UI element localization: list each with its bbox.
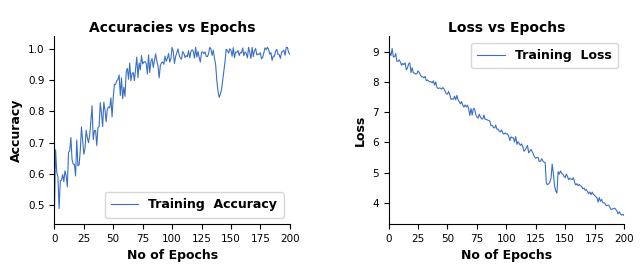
Y-axis label: Accuracy: Accuracy — [10, 99, 22, 162]
Legend: Training  Loss: Training Loss — [471, 43, 618, 68]
X-axis label: No of Epochs: No of Epochs — [127, 249, 218, 262]
X-axis label: No of Epochs: No of Epochs — [461, 249, 552, 262]
Title: Loss vs Epochs: Loss vs Epochs — [447, 21, 565, 35]
Title: Accuracies vs Epochs: Accuracies vs Epochs — [89, 21, 255, 35]
Legend: Training  Accuracy: Training Accuracy — [105, 192, 284, 218]
Y-axis label: Loss: Loss — [354, 115, 367, 146]
